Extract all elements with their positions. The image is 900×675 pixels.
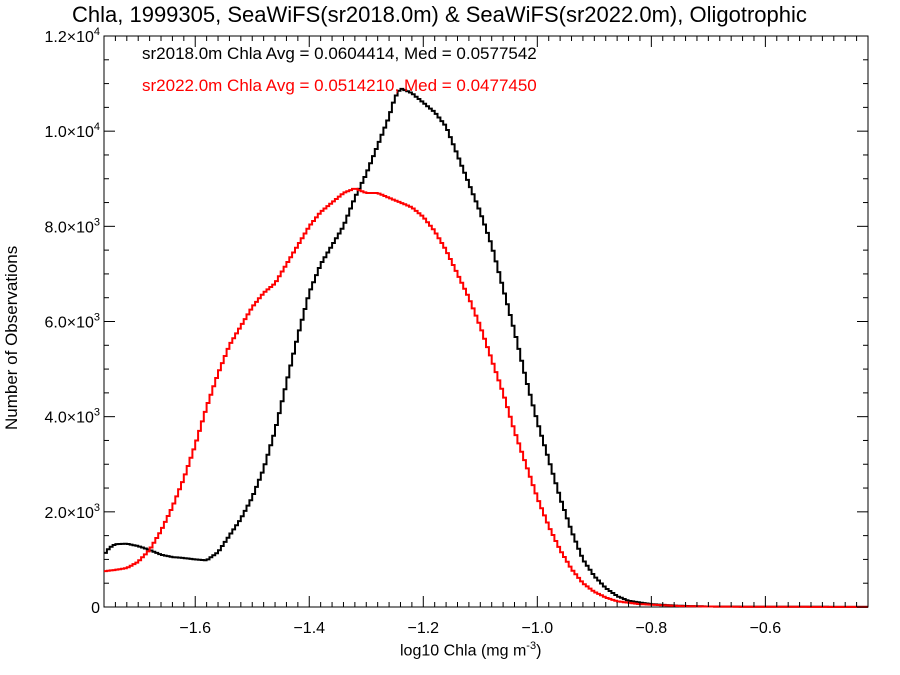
chart-title: Chla, 1999305, SeaWiFS(sr2018.0m) & SeaW… (72, 2, 807, 27)
y-tick-label: 6.0×103 (44, 312, 100, 332)
plot-area (103, 35, 869, 608)
y-tick-label: 0 (91, 600, 100, 617)
y-tick-label: 1.0×104 (44, 121, 100, 141)
y-tick-label: 4.0×103 (44, 407, 100, 427)
x-tick-label: −0.8 (636, 620, 668, 637)
y-tick-label: 2.0×103 (44, 502, 100, 522)
y-axis-label: Number of Observations (2, 245, 21, 430)
plot-frame (103, 35, 869, 608)
x-tick-label: −0.6 (750, 620, 782, 637)
annotation-sr2022: sr2022.0m Chla Avg = 0.0514210, Med = 0.… (142, 76, 537, 95)
x-tick-label: −1.0 (522, 620, 554, 637)
annotation-sr2018: sr2018.0m Chla Avg = 0.0604414, Med = 0.… (142, 44, 537, 63)
x-tick-label: −1.4 (293, 620, 325, 637)
series-line-1 (104, 187, 868, 608)
axes: −1.6 −1.4 −1.2 −1.0 −0.8 −0.6 0 2.0×103 4.0×103 6… (44, 26, 869, 637)
x-tick-label: −1.6 (179, 620, 211, 637)
x-tick-label: −1.2 (407, 620, 439, 637)
series-group (104, 87, 868, 608)
y-tick-label: 1.2×104 (44, 26, 100, 46)
x-axis-label: log10 Chla (mg m-3) (400, 640, 542, 660)
y-tick-label: 8.0×103 (44, 216, 100, 236)
